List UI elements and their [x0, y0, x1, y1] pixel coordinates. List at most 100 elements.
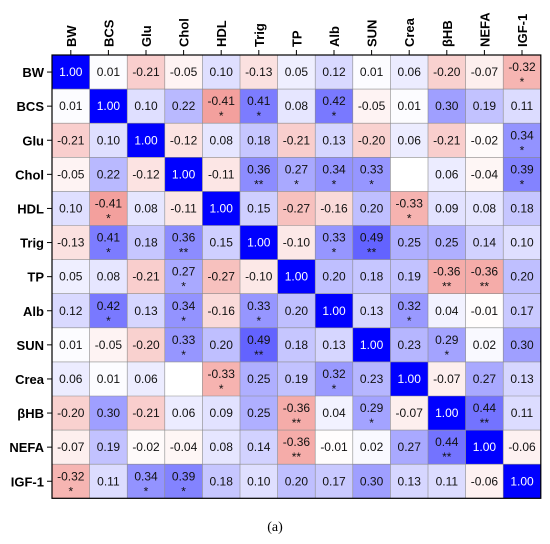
cell-value-label: 0.13: [322, 133, 346, 147]
significance-mark: *: [181, 348, 186, 362]
cell-sun-igf-1: [503, 327, 541, 362]
cell-bcs-crea: [390, 89, 428, 124]
cell-value-label: 0.42: [97, 299, 121, 313]
cell-tp-nefa: [465, 259, 504, 294]
significance-mark: *: [444, 348, 449, 362]
cell-value-label: -0.04: [471, 167, 499, 181]
cell-hb-trig: [240, 396, 278, 431]
significance-mark: *: [520, 75, 525, 89]
cell-bcs-nefa: [465, 89, 504, 124]
column-label-hb: βHB: [440, 20, 455, 47]
cell-sun-sun: [352, 327, 391, 362]
cell-tp-chol: [164, 259, 203, 294]
cell-value-label: 0.32: [322, 367, 346, 381]
cell-value-label: 1.00: [360, 338, 384, 352]
row-label-igf-1: IGF-1: [11, 474, 44, 489]
significance-mark: *: [520, 143, 525, 157]
cell-value-label: 0.29: [360, 401, 384, 415]
cell-value-label: 0.20: [360, 201, 384, 215]
cell-value-label: 0.13: [322, 338, 346, 352]
cell-sun-trig: [240, 327, 278, 362]
column-label-trig: Trig: [252, 23, 267, 47]
significance-mark: *: [332, 382, 337, 396]
cell-tp-glu: [127, 259, 165, 294]
cell-chol-chol: [164, 157, 203, 192]
cell-chol-nefa: [465, 157, 504, 192]
cell-sun-alb: [315, 327, 353, 362]
cell-glu-nefa: [465, 123, 504, 158]
cell-bcs-tp: [277, 89, 316, 124]
cell-value-label: 0.13: [398, 474, 422, 488]
cell-value-label: 0.09: [435, 201, 459, 215]
cell-hdl-bw: [52, 191, 90, 226]
cell-value-label: 0.33: [172, 333, 196, 347]
cell-value-label: 0.22: [97, 167, 121, 181]
cell-bw-igf-1: [503, 55, 541, 90]
cell-value-label: 1.00: [285, 270, 309, 284]
cell-value-label: 0.11: [511, 99, 534, 113]
column-label-crea: Crea: [402, 17, 417, 47]
cell-value-label: 0.15: [247, 201, 271, 215]
cell-hdl-glu: [127, 191, 165, 226]
cell-crea-hdl: [202, 361, 240, 396]
column-label-hdl: HDL: [214, 20, 229, 47]
cell-hdl-alb: [315, 191, 353, 226]
cell-value-label: 1.00: [435, 406, 459, 420]
significance-mark: *: [407, 314, 412, 328]
cell-value-label: 0.08: [210, 440, 234, 454]
cell-hb-glu: [127, 396, 165, 431]
cell-bcs-sun: [352, 89, 391, 124]
cell-value-label: -0.12: [170, 133, 198, 147]
cell-hdl-bcs: [89, 191, 128, 226]
cell-value-label: 0.13: [510, 372, 534, 386]
cell-value-label: 0.44: [435, 435, 459, 449]
column-label-chol: Chol: [177, 18, 192, 47]
cell-value-label: 0.08: [473, 201, 497, 215]
cell-value-label: 0.18: [510, 201, 534, 215]
cell-value-label: 0.10: [210, 65, 234, 79]
cell-alb-hb: [428, 293, 466, 328]
cell-igf-1-hb: [428, 464, 466, 499]
cell-value-label: 0.08: [285, 99, 309, 113]
cell-crea-nefa: [465, 361, 504, 396]
cell-value-label: -0.13: [245, 65, 273, 79]
cell-alb-crea: [390, 293, 428, 328]
cell-bcs-bw: [52, 89, 90, 124]
row-label-nefa: NEFA: [9, 440, 44, 455]
cell-igf-1-igf-1: [503, 464, 541, 499]
cell-value-label: -0.02: [132, 440, 160, 454]
cell-value-label: 0.18: [210, 474, 234, 488]
cell-value-label: 0.19: [398, 270, 422, 284]
cell-value-label: 0.13: [360, 304, 384, 318]
cell-trig-glu: [127, 225, 165, 260]
cell-value-label: 0.19: [473, 99, 497, 113]
cell-hdl-sun: [352, 191, 391, 226]
cell-bcs-glu: [127, 89, 165, 124]
cell-chol-hdl: [202, 157, 240, 192]
cell-hb-tp: [277, 396, 316, 431]
cell-value-label: 1.00: [97, 99, 121, 113]
significance-mark: *: [106, 246, 111, 260]
cell-value-label: -0.32: [57, 469, 85, 483]
column-label-glu: Glu: [139, 25, 154, 47]
cell-value-label: 0.01: [360, 65, 384, 79]
cell-value-label: 0.08: [97, 270, 121, 284]
cell-value-label: 0.01: [97, 65, 121, 79]
cell-trig-hb: [428, 225, 466, 260]
cell-alb-trig: [240, 293, 278, 328]
cell-value-label: 0.30: [97, 406, 121, 420]
cell-glu-sun: [352, 123, 391, 158]
cell-chol-igf-1: [503, 157, 541, 192]
cell-hdl-tp: [277, 191, 316, 226]
cell-tp-crea: [390, 259, 428, 294]
cell-tp-hdl: [202, 259, 240, 294]
cell-nefa-sun: [352, 430, 391, 465]
cell-value-label: -0.16: [320, 201, 348, 215]
cell-value-label: 0.06: [435, 167, 459, 181]
cell-value-label: 0.18: [285, 338, 309, 352]
cell-chol-bcs: [89, 157, 128, 192]
cell-trig-hdl: [202, 225, 240, 260]
cell-value-label: -0.36: [471, 265, 499, 279]
cell-hdl-trig: [240, 191, 278, 226]
cell-value-label: 0.20: [510, 270, 534, 284]
